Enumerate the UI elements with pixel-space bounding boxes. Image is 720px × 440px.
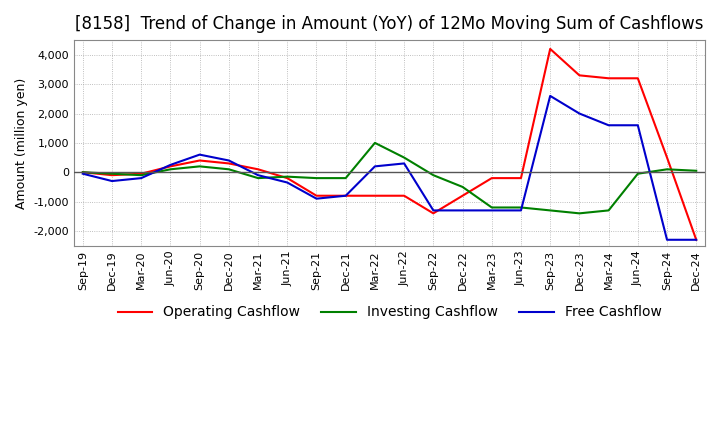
Investing Cashflow (517, 205, 526, 210)
Investing Cashflow (604, 208, 613, 213)
Operating Cashflow (283, 176, 292, 181)
Operating Cashflow (78, 169, 87, 175)
Y-axis label: Amount (million yen): Amount (million yen) (15, 77, 28, 209)
Line: Operating Cashflow: Operating Cashflow (83, 49, 696, 240)
Free Cashflow (546, 93, 554, 99)
Operating Cashflow (604, 76, 613, 81)
Free Cashflow (195, 152, 204, 157)
Free Cashflow (487, 208, 496, 213)
Free Cashflow (604, 123, 613, 128)
Free Cashflow (429, 208, 438, 213)
Free Cashflow (225, 158, 233, 163)
Investing Cashflow (429, 172, 438, 178)
Investing Cashflow (458, 184, 467, 190)
Free Cashflow (662, 237, 671, 242)
Operating Cashflow (575, 73, 584, 78)
Investing Cashflow (487, 205, 496, 210)
Investing Cashflow (662, 167, 671, 172)
Investing Cashflow (341, 176, 350, 181)
Investing Cashflow (225, 167, 233, 172)
Operating Cashflow (662, 155, 671, 160)
Free Cashflow (137, 176, 145, 181)
Investing Cashflow (692, 168, 701, 173)
Title: [8158]  Trend of Change in Amount (YoY) of 12Mo Moving Sum of Cashflows: [8158] Trend of Change in Amount (YoY) o… (76, 15, 703, 33)
Operating Cashflow (312, 193, 321, 198)
Free Cashflow (312, 196, 321, 202)
Operating Cashflow (458, 193, 467, 198)
Legend: Operating Cashflow, Investing Cashflow, Free Cashflow: Operating Cashflow, Investing Cashflow, … (112, 300, 667, 325)
Investing Cashflow (283, 174, 292, 179)
Operating Cashflow (195, 158, 204, 163)
Line: Investing Cashflow: Investing Cashflow (83, 143, 696, 213)
Operating Cashflow (137, 171, 145, 176)
Investing Cashflow (137, 172, 145, 178)
Line: Free Cashflow: Free Cashflow (83, 96, 696, 240)
Free Cashflow (400, 161, 408, 166)
Free Cashflow (283, 180, 292, 185)
Free Cashflow (253, 172, 262, 178)
Investing Cashflow (108, 171, 117, 176)
Investing Cashflow (634, 171, 642, 176)
Free Cashflow (371, 164, 379, 169)
Operating Cashflow (253, 167, 262, 172)
Operating Cashflow (546, 46, 554, 51)
Investing Cashflow (253, 176, 262, 181)
Operating Cashflow (517, 176, 526, 181)
Free Cashflow (341, 193, 350, 198)
Operating Cashflow (341, 193, 350, 198)
Free Cashflow (458, 208, 467, 213)
Free Cashflow (575, 111, 584, 116)
Free Cashflow (166, 162, 175, 168)
Free Cashflow (692, 237, 701, 242)
Free Cashflow (517, 208, 526, 213)
Free Cashflow (78, 171, 87, 176)
Free Cashflow (108, 178, 117, 183)
Operating Cashflow (108, 172, 117, 178)
Investing Cashflow (78, 169, 87, 175)
Operating Cashflow (371, 193, 379, 198)
Investing Cashflow (195, 164, 204, 169)
Investing Cashflow (371, 140, 379, 146)
Investing Cashflow (546, 208, 554, 213)
Free Cashflow (634, 123, 642, 128)
Operating Cashflow (487, 176, 496, 181)
Operating Cashflow (400, 193, 408, 198)
Operating Cashflow (429, 211, 438, 216)
Investing Cashflow (312, 176, 321, 181)
Operating Cashflow (166, 164, 175, 169)
Operating Cashflow (692, 237, 701, 242)
Investing Cashflow (400, 155, 408, 160)
Operating Cashflow (634, 76, 642, 81)
Operating Cashflow (225, 161, 233, 166)
Investing Cashflow (166, 167, 175, 172)
Investing Cashflow (575, 211, 584, 216)
